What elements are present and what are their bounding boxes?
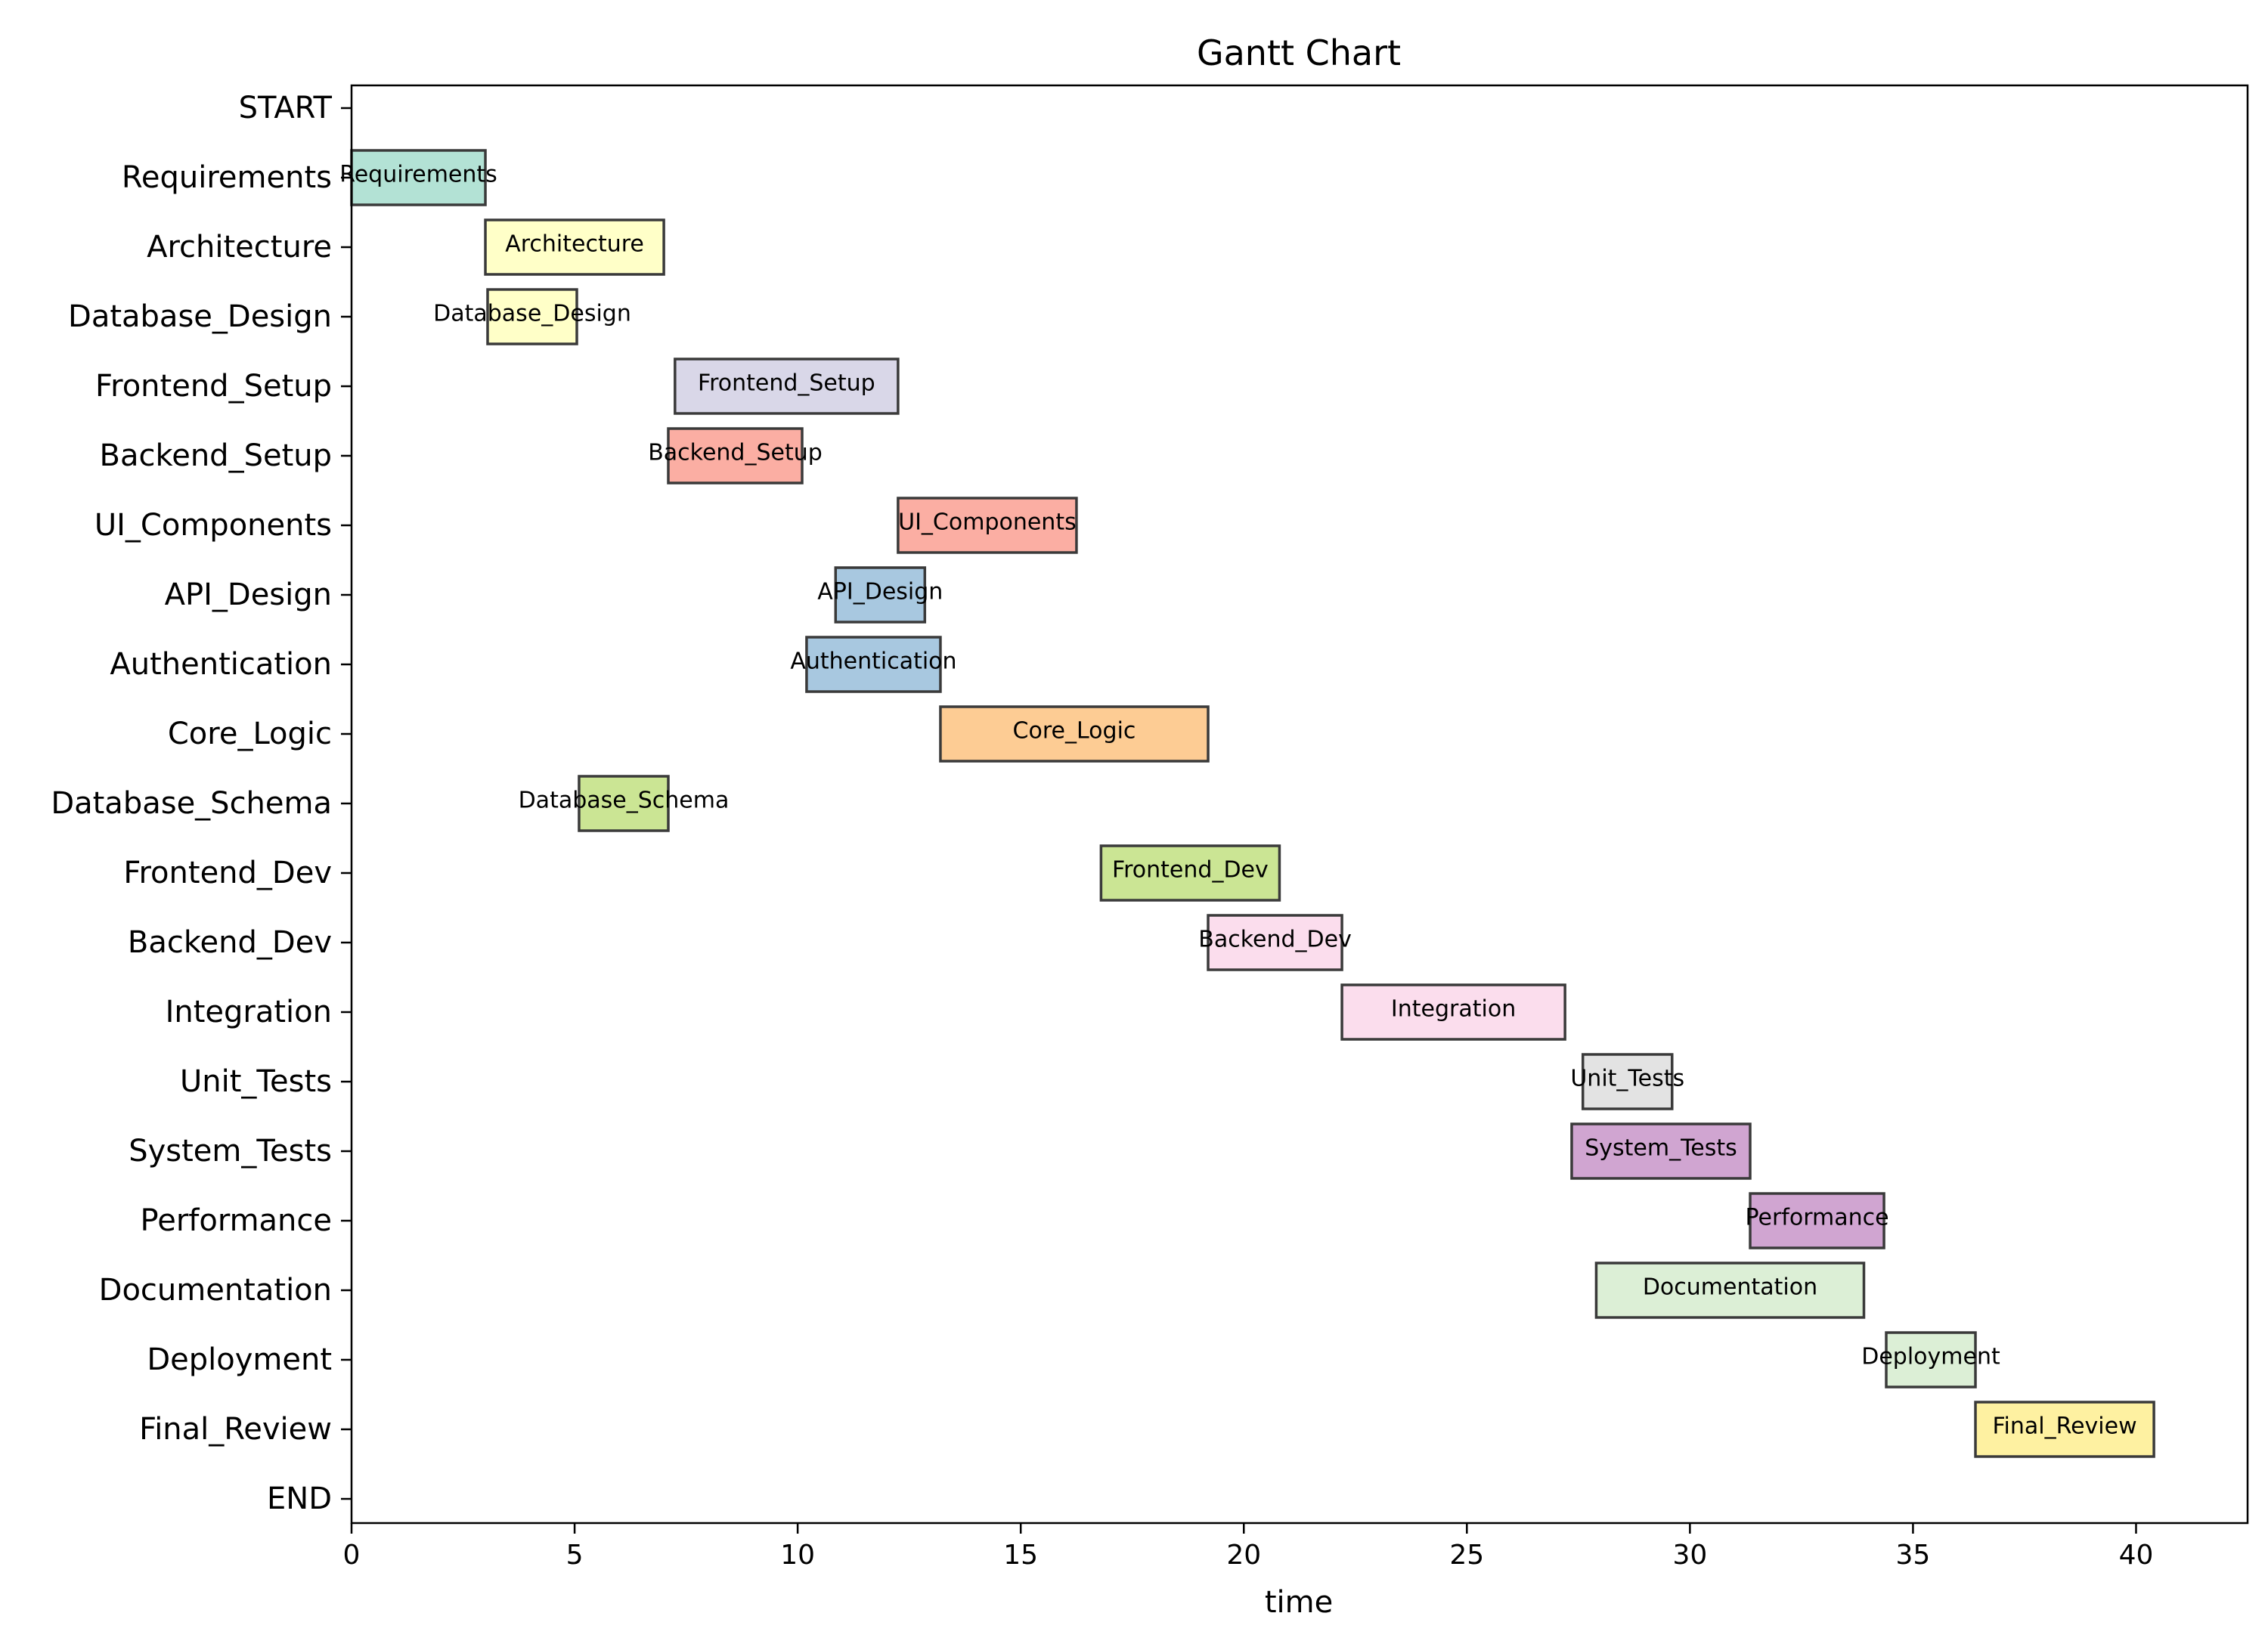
x-tick-label-5: 5 bbox=[566, 1540, 584, 1571]
x-axis: 0 5 10 15 20 25 30 35 40 bbox=[343, 1523, 2154, 1571]
task-bar-backend-setup bbox=[667, 427, 804, 485]
y-tick-label-api-design: API_Design bbox=[165, 577, 332, 612]
x-tick-label-25: 25 bbox=[1449, 1540, 1484, 1571]
task-bar-unit-tests bbox=[1581, 1053, 1674, 1110]
y-tick-label-authentication: Authentication bbox=[110, 647, 332, 682]
task-bar-architecture bbox=[484, 218, 665, 276]
task-bar-deployment bbox=[1885, 1331, 1977, 1389]
y-axis: START Requirements Architecture Database_De… bbox=[51, 91, 352, 1516]
y-tick-label-backend-setup: Backend_Setup bbox=[100, 438, 332, 473]
x-axis-label: time bbox=[1265, 1585, 1333, 1620]
task-bar-frontend-setup bbox=[674, 358, 900, 415]
task-bar-frontend-dev bbox=[1099, 844, 1281, 902]
y-tick-label-performance: Performance bbox=[141, 1203, 332, 1238]
y-tick-label-architecture: Architecture bbox=[147, 230, 332, 265]
task-label-requirements: Requirements bbox=[339, 162, 497, 188]
task-label-frontend-setup: Frontend_Setup bbox=[698, 370, 875, 397]
y-tick-label-final-review: Final_Review bbox=[139, 1412, 332, 1447]
task-bar-system-tests bbox=[1570, 1122, 1752, 1180]
task-label-integration: Integration bbox=[1391, 996, 1516, 1023]
y-tick-label-system-tests: System_Tests bbox=[129, 1134, 332, 1169]
task-bars bbox=[350, 149, 2155, 1458]
x-tick-label-35: 35 bbox=[1896, 1540, 1931, 1571]
task-label-database-design: Database_Design bbox=[433, 301, 631, 327]
task-label-ui-components: UI_Components bbox=[898, 509, 1077, 536]
task-bar-final-review bbox=[1974, 1401, 2155, 1458]
task-label-final-review: Final_Review bbox=[1992, 1413, 2136, 1440]
x-tick-label-30: 30 bbox=[1672, 1540, 1707, 1571]
y-tick-label-frontend-dev: Frontend_Dev bbox=[123, 856, 332, 890]
y-tick-label-ui-components: UI_Components bbox=[94, 508, 332, 543]
task-label-database-schema: Database_Schema bbox=[519, 788, 730, 814]
task-bar-database-schema bbox=[578, 775, 670, 832]
y-tick-label-deployment: Deployment bbox=[147, 1342, 332, 1377]
task-bar-authentication bbox=[805, 636, 942, 693]
task-bar-labels: Requirements Architecture Database_Design F… bbox=[339, 162, 2136, 1440]
y-tick-label-database-design: Database_Design bbox=[68, 299, 332, 334]
y-tick-label-database-schema: Database_Schema bbox=[51, 786, 332, 821]
task-label-documentation: Documentation bbox=[1643, 1274, 1817, 1301]
y-tick-label-start: START bbox=[239, 91, 333, 125]
task-label-system-tests: System_Tests bbox=[1585, 1135, 1737, 1162]
task-bar-ui-components bbox=[897, 497, 1078, 554]
y-tick-label-unit-tests: Unit_Tests bbox=[180, 1064, 332, 1099]
task-bar-integration bbox=[1340, 983, 1566, 1041]
task-bar-api-design bbox=[834, 566, 927, 624]
task-label-performance: Performance bbox=[1745, 1205, 1888, 1231]
task-label-core-logic: Core_Logic bbox=[1013, 718, 1136, 745]
task-label-backend-dev: Backend_Dev bbox=[1198, 927, 1352, 953]
task-bar-backend-dev bbox=[1207, 914, 1343, 971]
y-tick-label-requirements: Requirements bbox=[122, 160, 332, 195]
y-tick-label-integration: Integration bbox=[166, 995, 332, 1029]
task-label-authentication: Authentication bbox=[790, 649, 956, 675]
task-label-architecture: Architecture bbox=[505, 231, 644, 258]
task-label-frontend-dev: Frontend_Dev bbox=[1112, 857, 1269, 884]
x-tick-label-10: 10 bbox=[780, 1540, 815, 1571]
task-bar-core-logic bbox=[939, 705, 1210, 763]
x-tick-label-0: 0 bbox=[343, 1540, 361, 1571]
x-tick-label-15: 15 bbox=[1003, 1540, 1038, 1571]
task-label-unit-tests: Unit_Tests bbox=[1570, 1066, 1684, 1092]
y-tick-label-frontend-setup: Frontend_Setup bbox=[95, 369, 332, 404]
task-bar-performance bbox=[1749, 1192, 1885, 1249]
task-label-backend-setup: Backend_Setup bbox=[648, 440, 823, 466]
y-tick-label-end: END bbox=[267, 1481, 332, 1516]
task-label-deployment: Deployment bbox=[1861, 1344, 2000, 1370]
x-tick-label-40: 40 bbox=[2119, 1540, 2154, 1571]
x-tick-label-20: 20 bbox=[1226, 1540, 1261, 1571]
y-tick-label-backend-dev: Backend_Dev bbox=[128, 925, 332, 960]
chart-title: Gantt Chart bbox=[1197, 33, 1401, 73]
plot-frame bbox=[350, 84, 2249, 1525]
task-bar-database-design bbox=[486, 288, 578, 345]
y-tick-label-documentation: Documentation bbox=[99, 1273, 332, 1308]
task-label-api-design: API_Design bbox=[817, 579, 943, 605]
y-tick-label-core-logic: Core_Logic bbox=[168, 717, 332, 751]
task-bar-documentation bbox=[1594, 1262, 1866, 1319]
